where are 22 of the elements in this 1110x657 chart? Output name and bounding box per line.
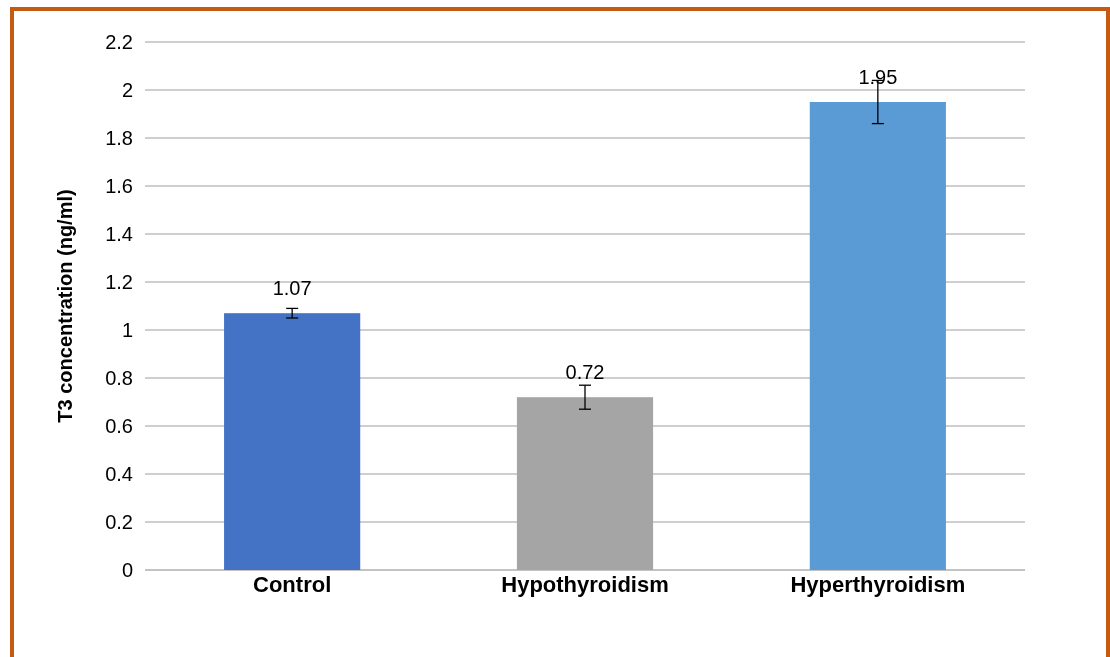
y-tick-label: 2 xyxy=(121,79,133,101)
x-tick-label: Control xyxy=(253,572,332,597)
y-tick-label: 1.4 xyxy=(105,223,133,245)
y-tick-label: 1.6 xyxy=(105,175,133,197)
bar xyxy=(516,397,654,570)
data-label: 0.72 xyxy=(565,361,605,384)
y-tick-label: 1 xyxy=(121,319,133,341)
x-tick-label: Hypothyroidism xyxy=(501,572,669,597)
data-label: 1.07 xyxy=(272,277,312,300)
y-tick-label: 0.8 xyxy=(105,367,133,389)
bar xyxy=(224,313,361,570)
y-tick-label: 0.2 xyxy=(105,511,133,533)
y-tick-label: 0.4 xyxy=(105,463,133,485)
bar xyxy=(809,102,946,570)
y-tick-label: 0.6 xyxy=(105,415,133,437)
x-tick-label: Hyperthyroidism xyxy=(790,572,966,597)
y-tick-label: 1.8 xyxy=(105,127,133,149)
y-tick-label: 0 xyxy=(121,559,133,581)
y-tick-label: 2.2 xyxy=(105,31,133,53)
data-label: 1.95 xyxy=(858,66,898,88)
y-axis-title: T3 concentration (ng/ml) xyxy=(54,189,76,423)
y-tick-label: 1.2 xyxy=(105,271,133,293)
